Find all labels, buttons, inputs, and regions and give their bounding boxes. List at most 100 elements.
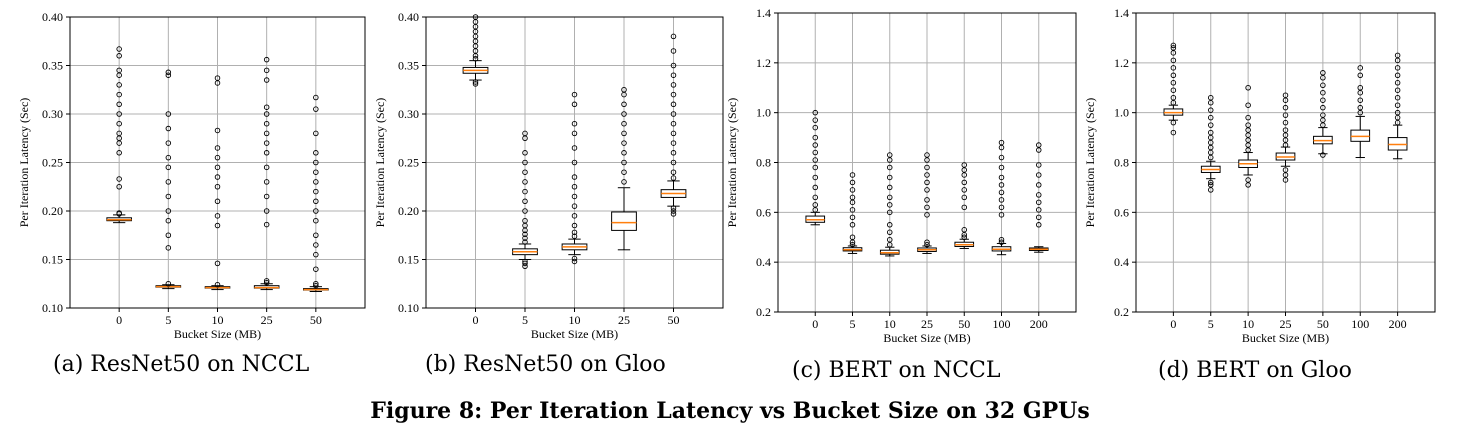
caption-d: (d) BERT on Gloo xyxy=(1158,358,1352,383)
flier-point xyxy=(812,117,819,123)
flier-point xyxy=(812,149,819,156)
flier-point xyxy=(670,169,677,175)
flier-point xyxy=(1207,94,1214,101)
flier-point xyxy=(1170,129,1177,136)
flier-point xyxy=(887,194,893,201)
flier-point xyxy=(1282,112,1289,118)
flier-point xyxy=(571,255,578,262)
flier-point xyxy=(670,175,677,181)
flier-point xyxy=(924,197,930,203)
x-tick-label: 50 xyxy=(1317,317,1329,331)
flier-point xyxy=(1245,102,1251,108)
y-tick-label: 0.4 xyxy=(1114,255,1129,269)
flier-point xyxy=(924,179,930,186)
x-tick-label: 200 xyxy=(1389,317,1407,331)
flier-point xyxy=(670,159,677,166)
flier-point xyxy=(887,236,893,243)
flier-point xyxy=(998,236,1005,243)
flier-point xyxy=(116,101,122,108)
flier-point xyxy=(571,233,578,239)
flier-point xyxy=(165,72,172,78)
flier-point xyxy=(1245,122,1251,128)
flier-point xyxy=(1245,84,1251,91)
flier-point xyxy=(998,154,1005,161)
flier-point xyxy=(214,222,221,229)
flier-point xyxy=(621,120,627,127)
flier-point xyxy=(1035,142,1042,148)
flier-point xyxy=(263,179,270,185)
flier-point xyxy=(621,111,627,117)
x-tick-label: 50 xyxy=(958,317,970,331)
flier-point xyxy=(522,217,528,224)
flier-point xyxy=(1320,104,1326,111)
flier-point xyxy=(116,111,122,117)
flier-point xyxy=(214,281,221,288)
flier-point xyxy=(263,140,270,146)
flier-point xyxy=(116,67,122,74)
y-axis-label: Per Iteration Latency (Sec) xyxy=(1083,98,1097,228)
flier-point xyxy=(1170,65,1177,71)
flier-point xyxy=(1170,119,1177,126)
flier-point xyxy=(522,130,528,137)
flier-point xyxy=(313,282,319,289)
flier-point xyxy=(263,111,270,117)
flier-point xyxy=(313,130,319,137)
y-tick-label: 0.2 xyxy=(1114,305,1129,319)
flier-point xyxy=(998,239,1005,245)
flier-point xyxy=(263,208,270,214)
flier-point xyxy=(571,91,578,98)
flier-point xyxy=(924,204,930,211)
flier-point xyxy=(116,82,122,88)
flier-point xyxy=(961,187,968,193)
flier-point xyxy=(165,245,172,251)
flier-point xyxy=(621,169,627,175)
flier-point xyxy=(1320,70,1326,76)
flier-point xyxy=(571,159,578,166)
x-tick-label: 10 xyxy=(569,313,581,327)
flier-point xyxy=(924,212,930,218)
flier-point xyxy=(621,101,627,108)
flier-point xyxy=(1207,179,1214,186)
flier-point xyxy=(1394,72,1401,79)
y-tick-label: 0.10 xyxy=(42,301,63,315)
flier-point xyxy=(263,150,270,156)
flier-point xyxy=(670,205,677,211)
flier-point xyxy=(313,188,319,195)
y-tick-label: 0.8 xyxy=(756,156,771,170)
flier-point xyxy=(263,130,270,137)
y-tick-label: 0.8 xyxy=(1114,156,1129,170)
flier-point xyxy=(670,130,677,137)
x-tick-label: 5 xyxy=(1208,317,1214,331)
flier-point xyxy=(1282,92,1289,98)
flier-point xyxy=(313,266,319,272)
flier-point xyxy=(571,145,578,151)
flier-point xyxy=(670,211,677,217)
flier-point xyxy=(621,86,627,93)
flier-point xyxy=(116,53,122,59)
flier-point xyxy=(887,184,893,191)
flier-point xyxy=(849,234,856,240)
flier-point xyxy=(812,134,819,141)
flier-point xyxy=(924,187,930,193)
flier-point xyxy=(165,140,172,146)
flier-point xyxy=(887,222,893,228)
flier-point xyxy=(1357,104,1363,111)
flier-point xyxy=(1282,127,1289,133)
x-tick-label: 10 xyxy=(884,317,896,331)
flier-point xyxy=(165,281,172,287)
flier-point xyxy=(961,162,968,168)
flier-point xyxy=(522,198,528,205)
y-tick-label: 0.15 xyxy=(42,253,63,267)
flier-point xyxy=(1282,119,1289,126)
flier-point xyxy=(1170,72,1177,79)
flier-point xyxy=(812,109,819,116)
flier-point xyxy=(263,77,270,83)
flier-point xyxy=(116,91,122,98)
flier-point xyxy=(849,214,856,221)
x-tick-label: 100 xyxy=(1351,317,1369,331)
flier-point xyxy=(522,169,528,175)
flier-point xyxy=(887,174,893,181)
flier-point xyxy=(961,204,968,211)
flier-point xyxy=(1282,104,1289,111)
flier-point xyxy=(116,183,122,190)
